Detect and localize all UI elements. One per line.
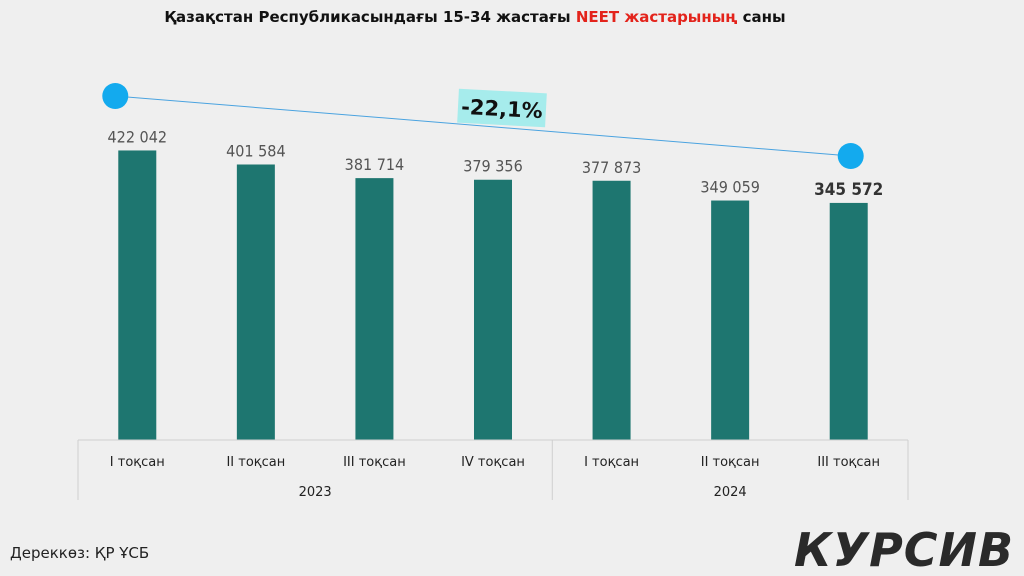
category-label: III тоқсан (817, 455, 880, 470)
group-label: 2024 (714, 485, 747, 500)
kursiv-logo: КУРСИВ (794, 523, 1014, 574)
bar (355, 178, 394, 440)
trend-callout-box (457, 88, 547, 128)
bar (474, 179, 512, 440)
value-label: 401 584 (226, 141, 286, 160)
bar (829, 202, 868, 440)
bar (592, 180, 631, 441)
logo-text: КУРСИВ (794, 523, 1014, 574)
category-label: II тоқсан (226, 455, 285, 470)
category-label: II тоқсан (701, 455, 760, 470)
title-highlight: NEET жастарының (575, 8, 738, 26)
trend-start-dot (102, 83, 129, 109)
category-label: III тоқсан (343, 455, 406, 470)
value-label: 379 356 (463, 157, 523, 176)
title-part-1: Қазақстан Республикасындағы 15-34 жастағ… (164, 8, 576, 26)
value-label: 377 873 (582, 158, 642, 177)
bar (118, 150, 157, 440)
chart-title: Қазақстан Республикасындағы 15-34 жастағ… (0, 8, 950, 26)
title-part-2: саны (737, 8, 786, 26)
value-label: 349 059 (700, 178, 760, 197)
trend-line (115, 95, 851, 157)
group-label: 2023 (299, 485, 332, 500)
trend-end-dot (837, 143, 864, 169)
value-label: 381 714 (345, 155, 405, 174)
value-label: 345 572 (814, 180, 883, 200)
value-label: 422 042 (108, 127, 168, 146)
category-label: IV тоқсан (461, 455, 525, 470)
category-label: I тоқсан (110, 455, 165, 470)
bar (236, 164, 275, 441)
category-label: I тоқсан (584, 455, 639, 470)
trend-callout-label: -22,1% (461, 95, 544, 123)
source-note: Дереккөз: ҚР ҰСБ (10, 544, 150, 562)
bar (711, 200, 750, 440)
